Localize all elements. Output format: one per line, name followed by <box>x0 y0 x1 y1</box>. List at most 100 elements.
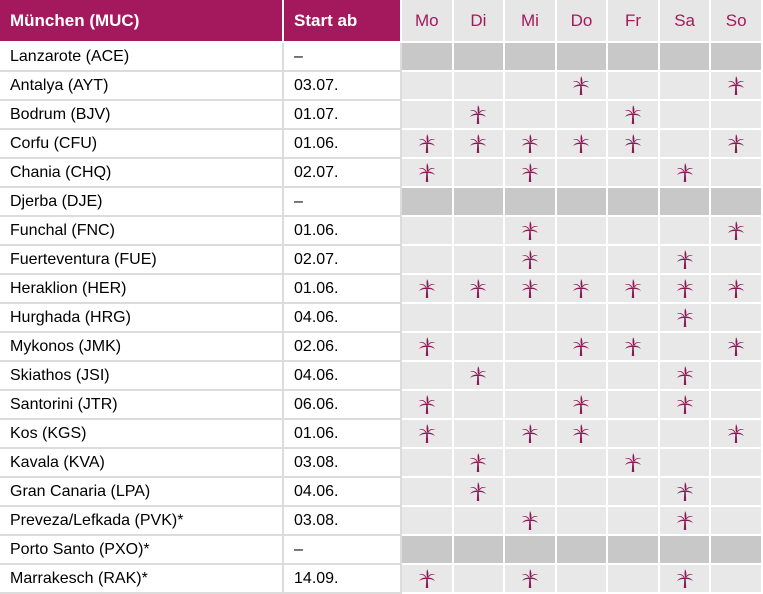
palm-tree-icon <box>521 278 539 299</box>
day-cell-fr <box>608 536 660 565</box>
day-cell-so <box>711 449 763 478</box>
day-cell-mi <box>505 536 557 565</box>
day-cell-mo <box>402 304 454 333</box>
day-cell-sa <box>659 391 712 420</box>
day-cell-mi <box>505 362 557 391</box>
day-cell-mi <box>505 420 557 449</box>
day-cell-di <box>453 304 506 333</box>
palm-tree-icon <box>521 568 539 589</box>
day-header-sa: Sa <box>659 0 712 43</box>
day-cell-so <box>711 391 763 420</box>
day-cell-di <box>453 391 506 420</box>
day-cell-sa <box>659 449 712 478</box>
day-cell-fr <box>608 72 660 101</box>
palm-tree-icon <box>676 278 694 299</box>
day-cell-mi <box>505 275 557 304</box>
header-row: München (MUC) Start ab Mo Di Mi Do Fr Sa… <box>0 0 763 43</box>
table-row: Santorini (JTR) 06.06. <box>0 391 763 420</box>
destination-cell: Porto Santo (PXO)* <box>0 536 285 565</box>
day-cell-fr <box>608 565 660 594</box>
palm-tree-icon <box>676 307 694 328</box>
day-cell-do <box>556 43 609 72</box>
day-cell-di <box>453 507 506 536</box>
day-cell-sa <box>659 188 712 217</box>
start-date-cell: 04.06. <box>284 478 403 507</box>
day-cell-fr <box>608 304 660 333</box>
day-cell-mi <box>505 478 557 507</box>
table-row: Porto Santo (PXO)* – <box>0 536 763 565</box>
day-cell-sa <box>659 333 712 362</box>
day-cell-fr <box>608 478 660 507</box>
destination-cell: Skiathos (JSI) <box>0 362 285 391</box>
table-row: Mykonos (JMK) 02.06. <box>0 333 763 362</box>
day-cell-fr <box>608 130 660 159</box>
destination-cell: Preveza/Lefkada (PVK)* <box>0 507 285 536</box>
day-cell-do <box>556 275 609 304</box>
day-cell-di <box>453 565 506 594</box>
start-date-cell: 02.06. <box>284 333 403 362</box>
day-cell-di <box>453 130 506 159</box>
palm-tree-icon <box>521 510 539 531</box>
day-cell-sa <box>659 72 712 101</box>
start-date-cell: – <box>284 188 403 217</box>
day-cell-mi <box>505 565 557 594</box>
day-cell-fr <box>608 275 660 304</box>
day-cell-di <box>453 159 506 188</box>
day-cell-sa <box>659 420 712 449</box>
palm-tree-icon <box>521 162 539 183</box>
start-date-cell: 01.07. <box>284 101 403 130</box>
start-date-cell: 01.06. <box>284 420 403 449</box>
palm-tree-icon <box>727 220 745 241</box>
day-cell-so <box>711 101 763 130</box>
day-cell-mo <box>402 159 454 188</box>
palm-tree-icon <box>727 133 745 154</box>
day-header-mi: Mi <box>505 0 557 43</box>
day-cell-mo <box>402 507 454 536</box>
day-cell-mo <box>402 43 454 72</box>
day-cell-mo <box>402 188 454 217</box>
day-cell-mi <box>505 246 557 275</box>
day-cell-sa <box>659 362 712 391</box>
day-cell-mi <box>505 391 557 420</box>
palm-tree-icon <box>624 133 642 154</box>
day-cell-di <box>453 333 506 362</box>
day-cell-fr <box>608 188 660 217</box>
palm-tree-icon <box>676 249 694 270</box>
palm-tree-icon <box>676 568 694 589</box>
palm-tree-icon <box>676 162 694 183</box>
day-cell-sa <box>659 536 712 565</box>
day-cell-mo <box>402 420 454 449</box>
table-row: Funchal (FNC) 01.06. <box>0 217 763 246</box>
day-cell-sa <box>659 43 712 72</box>
start-date-cell: 02.07. <box>284 246 403 275</box>
start-date-cell: 06.06. <box>284 391 403 420</box>
day-cell-mo <box>402 478 454 507</box>
table-row: Lanzarote (ACE) – <box>0 43 763 72</box>
palm-tree-icon <box>418 278 436 299</box>
palm-tree-icon <box>418 162 436 183</box>
table-row: Antalya (AYT) 03.07. <box>0 72 763 101</box>
day-cell-do <box>556 159 609 188</box>
day-cell-sa <box>659 130 712 159</box>
day-cell-do <box>556 188 609 217</box>
palm-tree-icon <box>676 365 694 386</box>
day-cell-mi <box>505 43 557 72</box>
palm-tree-icon <box>521 423 539 444</box>
day-cell-do <box>556 362 609 391</box>
day-cell-fr <box>608 507 660 536</box>
day-cell-fr <box>608 246 660 275</box>
day-cell-so <box>711 362 763 391</box>
day-cell-so <box>711 72 763 101</box>
destination-cell: Marrakesch (RAK)* <box>0 565 285 594</box>
day-cell-mi <box>505 188 557 217</box>
palm-tree-icon <box>521 220 539 241</box>
day-cell-so <box>711 565 763 594</box>
destination-cell: Kavala (KVA) <box>0 449 285 478</box>
day-header-mo: Mo <box>402 0 454 43</box>
palm-tree-icon <box>418 336 436 357</box>
day-cell-so <box>711 478 763 507</box>
start-date-cell: 04.06. <box>284 362 403 391</box>
destination-cell: Antalya (AYT) <box>0 72 285 101</box>
destination-cell: Lanzarote (ACE) <box>0 43 285 72</box>
